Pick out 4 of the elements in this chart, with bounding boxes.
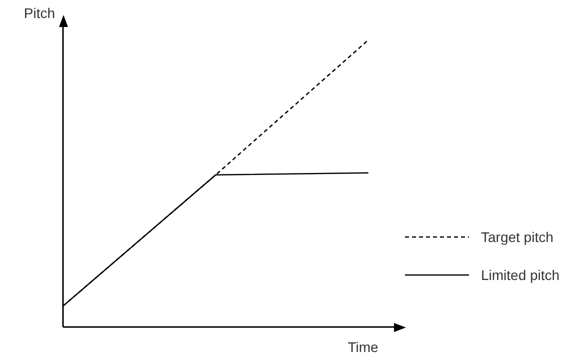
- y-axis-title: Pitch: [24, 4, 55, 21]
- legend-label: Target pitch: [481, 229, 554, 245]
- x-axis-title: Time: [348, 338, 379, 355]
- legend-label: Limited pitch: [481, 267, 560, 283]
